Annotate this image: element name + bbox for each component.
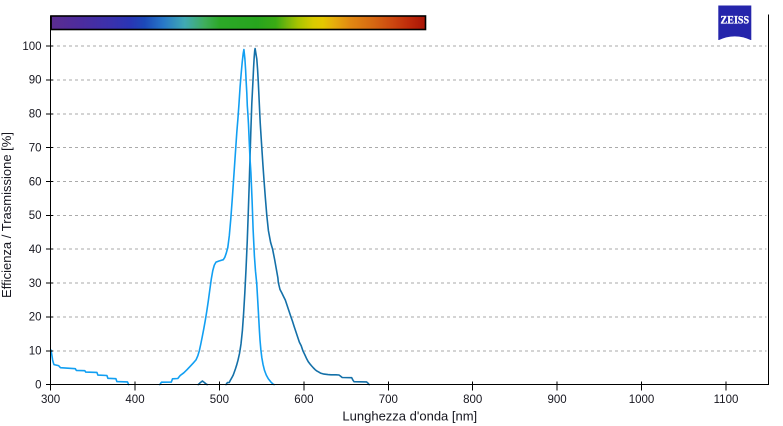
svg-text:ZEISS: ZEISS: [721, 12, 750, 26]
svg-text:300: 300: [41, 394, 60, 406]
svg-text:20: 20: [29, 312, 42, 324]
svg-text:Lunghezza d'onda [nm]: Lunghezza d'onda [nm]: [342, 409, 477, 424]
svg-text:900: 900: [548, 394, 567, 406]
svg-text:10: 10: [29, 346, 42, 358]
svg-text:1100: 1100: [714, 394, 739, 406]
svg-text:50: 50: [29, 210, 42, 222]
svg-text:30: 30: [29, 278, 42, 290]
svg-text:Efficienza / Trasmissione [%]: Efficienza / Trasmissione [%]: [0, 132, 14, 298]
svg-text:1000: 1000: [629, 394, 655, 406]
svg-text:90: 90: [29, 75, 42, 87]
svg-text:0: 0: [35, 379, 41, 391]
svg-text:60: 60: [29, 176, 42, 188]
svg-text:800: 800: [463, 394, 482, 406]
svg-text:80: 80: [29, 109, 42, 121]
svg-text:600: 600: [294, 394, 313, 406]
svg-text:70: 70: [29, 143, 42, 155]
svg-text:40: 40: [29, 244, 42, 256]
svg-text:700: 700: [379, 394, 398, 406]
svg-text:500: 500: [210, 394, 229, 406]
svg-text:100: 100: [22, 41, 41, 53]
svg-text:400: 400: [125, 394, 144, 406]
